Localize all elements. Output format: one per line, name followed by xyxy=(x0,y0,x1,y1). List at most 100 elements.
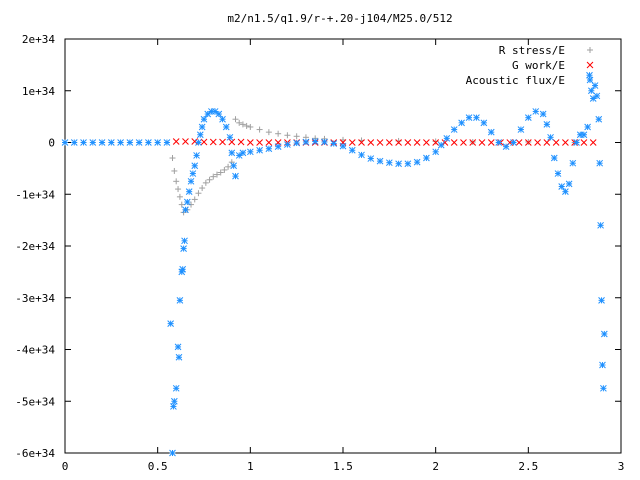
data-point xyxy=(195,190,202,197)
data-point xyxy=(237,138,245,146)
data-point xyxy=(247,123,254,130)
data-point xyxy=(226,133,234,141)
data-point xyxy=(239,121,246,128)
data-point xyxy=(348,146,356,154)
axis-tick-labels: 0 0.5 1 1.5 2 2.5 3 2e+34 1e+34 0 -1e+34 -2e+34 -3e+… xyxy=(15,33,624,473)
data-point xyxy=(423,154,430,162)
legend-marker xyxy=(586,76,594,84)
y-tick-label: 2e+34 xyxy=(22,33,55,46)
data-point xyxy=(532,108,540,115)
data-point xyxy=(558,183,566,190)
data-point xyxy=(173,178,180,185)
data-point xyxy=(154,139,162,146)
data-point xyxy=(510,139,517,146)
data-point xyxy=(284,141,291,148)
data-point xyxy=(543,139,551,146)
data-point xyxy=(284,132,291,139)
data-point xyxy=(174,343,182,351)
data-point xyxy=(169,155,176,162)
y-tick-label: -3e+34 xyxy=(15,292,55,305)
data-point xyxy=(191,138,199,145)
data-point xyxy=(195,139,202,146)
data-point xyxy=(395,160,402,168)
data-point xyxy=(293,139,301,147)
data-point xyxy=(593,92,601,100)
data-point xyxy=(589,139,597,146)
data-point xyxy=(175,186,182,193)
data-point xyxy=(404,139,412,146)
data-point xyxy=(98,139,106,146)
data-point xyxy=(202,179,209,186)
data-point xyxy=(302,138,310,146)
data-point xyxy=(107,139,115,146)
data-point xyxy=(562,188,569,196)
data-point xyxy=(219,115,226,123)
data-point xyxy=(170,403,177,410)
data-point xyxy=(600,384,607,392)
data-point xyxy=(180,245,187,252)
data-point xyxy=(385,139,393,146)
data-point xyxy=(562,139,569,146)
legend-label: R stress/E xyxy=(499,44,565,57)
data-point xyxy=(181,237,188,245)
data-point xyxy=(225,163,232,170)
data-point xyxy=(478,139,486,146)
data-point xyxy=(209,138,217,146)
data-point xyxy=(222,123,230,131)
legend-label: Acoustic flux/E xyxy=(466,74,565,87)
data-point xyxy=(80,139,87,146)
data-point xyxy=(534,139,541,146)
data-point xyxy=(539,110,547,118)
data-point xyxy=(376,157,384,165)
data-point xyxy=(178,201,185,208)
data-point xyxy=(543,121,551,128)
legend-marker xyxy=(586,61,594,69)
x-tick-label: 1.5 xyxy=(333,460,353,473)
data-point xyxy=(265,139,273,146)
data-point xyxy=(580,131,588,139)
data-point xyxy=(235,152,243,159)
data-point xyxy=(170,397,178,405)
x-tick-label: 0.5 xyxy=(148,460,168,473)
data-point xyxy=(191,196,198,203)
data-point xyxy=(70,139,78,146)
data-point xyxy=(565,180,573,188)
series-0 xyxy=(169,116,578,216)
y-tick-label: 1e+34 xyxy=(22,85,55,98)
data-point xyxy=(228,149,236,157)
data-point xyxy=(587,87,595,95)
data-point xyxy=(211,108,219,115)
data-point xyxy=(321,138,328,146)
data-point xyxy=(465,114,473,122)
data-point xyxy=(487,128,495,136)
data-point xyxy=(176,193,183,200)
data-point xyxy=(458,119,465,127)
data-point xyxy=(591,82,599,89)
plot-frame xyxy=(64,38,622,454)
series-2 xyxy=(61,71,608,457)
y-tick-label: 0 xyxy=(48,137,55,150)
data-point xyxy=(599,361,606,369)
data-point xyxy=(232,172,239,180)
data-point xyxy=(256,126,263,133)
data-point xyxy=(460,139,467,146)
data-point xyxy=(169,449,176,457)
data-point xyxy=(293,133,300,140)
data-point xyxy=(450,139,458,146)
data-point xyxy=(432,148,440,156)
data-point xyxy=(61,139,69,146)
data-point xyxy=(189,170,197,177)
data-point xyxy=(221,166,228,173)
data-point xyxy=(502,143,510,150)
data-point xyxy=(215,110,223,118)
data-point xyxy=(358,151,365,159)
data-point xyxy=(176,296,184,304)
data-point xyxy=(473,114,480,122)
data-point xyxy=(182,206,189,214)
legend-marker xyxy=(587,47,593,53)
y-tick-label: -2e+34 xyxy=(15,240,55,253)
data-point xyxy=(172,384,180,392)
data-point xyxy=(246,148,254,156)
data-point xyxy=(552,139,560,146)
chart-title: m2/n1.5/q1.9/r-+.20-j104/M25.0/512 xyxy=(227,12,452,25)
